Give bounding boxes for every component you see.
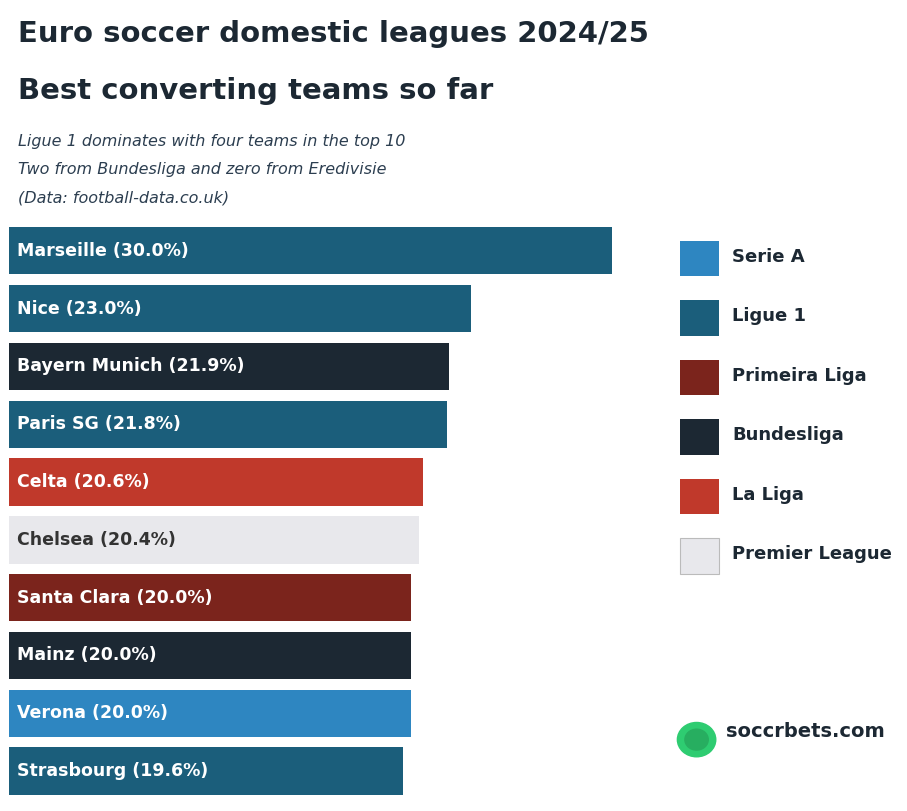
Text: Bundesliga: Bundesliga: [732, 427, 844, 444]
Bar: [680, 419, 719, 455]
Bar: [9, 689, 411, 737]
Bar: [9, 632, 411, 679]
Text: Paris SG (21.8%): Paris SG (21.8%): [17, 415, 181, 433]
Bar: [680, 300, 719, 336]
Bar: [9, 401, 447, 448]
Bar: [680, 360, 719, 396]
Text: soccrbets.com: soccrbets.com: [726, 722, 884, 741]
Text: Primeira Liga: Primeira Liga: [732, 367, 867, 384]
Text: Two from Bundesliga and zero from Eredivisie: Two from Bundesliga and zero from Erediv…: [18, 162, 386, 177]
Bar: [9, 343, 449, 390]
Text: Nice (23.0%): Nice (23.0%): [17, 299, 141, 318]
Bar: [9, 574, 411, 621]
Text: Strasbourg (19.6%): Strasbourg (19.6%): [17, 762, 209, 780]
Text: Bayern Munich (21.9%): Bayern Munich (21.9%): [17, 358, 245, 375]
Circle shape: [685, 729, 708, 750]
Text: Best converting teams so far: Best converting teams so far: [18, 77, 493, 105]
Text: La Liga: La Liga: [732, 486, 805, 504]
Bar: [9, 227, 612, 274]
Bar: [9, 748, 403, 795]
Circle shape: [678, 723, 716, 757]
Text: Santa Clara (20.0%): Santa Clara (20.0%): [17, 589, 212, 607]
Text: Ligue 1: Ligue 1: [732, 307, 806, 325]
Bar: [9, 285, 472, 333]
Text: Ligue 1 dominates with four teams in the top 10: Ligue 1 dominates with four teams in the…: [18, 134, 405, 148]
Bar: [9, 458, 423, 506]
Text: Premier League: Premier League: [732, 545, 892, 563]
Text: Mainz (20.0%): Mainz (20.0%): [17, 646, 157, 664]
Text: Euro soccer domestic leagues 2024/25: Euro soccer domestic leagues 2024/25: [18, 20, 649, 49]
Bar: [680, 241, 719, 277]
Bar: [680, 478, 719, 514]
Text: (Data: football-data.co.uk): (Data: football-data.co.uk): [18, 191, 229, 205]
Text: Marseille (30.0%): Marseille (30.0%): [17, 242, 189, 260]
Bar: [680, 539, 719, 574]
Text: Serie A: Serie A: [732, 248, 805, 266]
Text: Chelsea (20.4%): Chelsea (20.4%): [17, 531, 176, 549]
Text: Celta (20.6%): Celta (20.6%): [17, 473, 150, 491]
Bar: [9, 516, 419, 564]
Text: Verona (20.0%): Verona (20.0%): [17, 704, 168, 723]
